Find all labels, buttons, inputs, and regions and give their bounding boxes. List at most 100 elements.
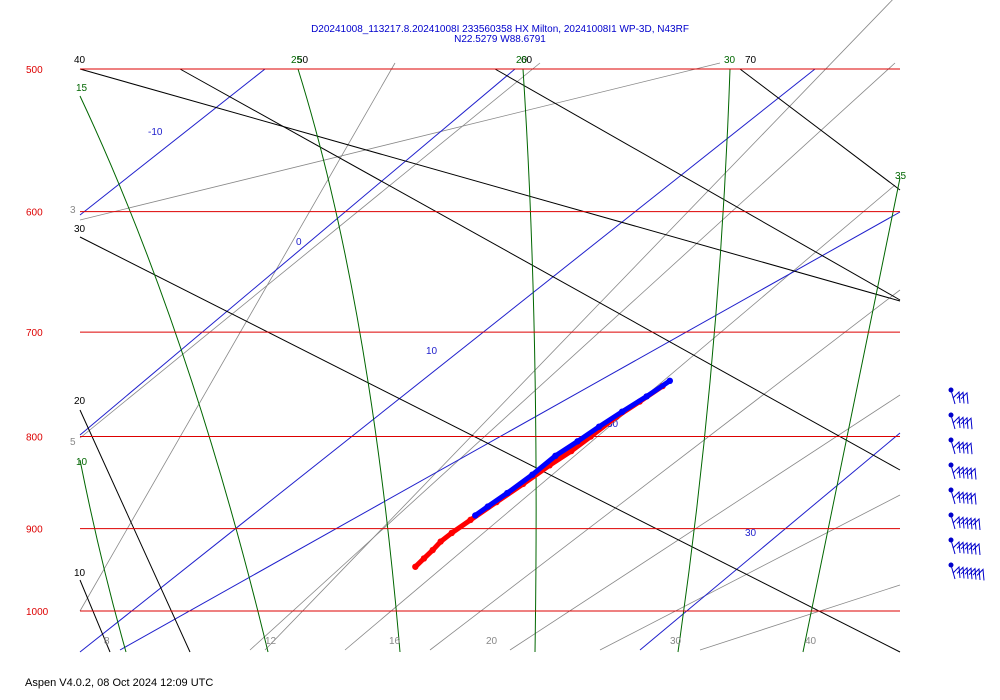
isotherm-line: [639, 432, 901, 651]
wind-barb-stroke: [960, 516, 969, 529]
chart-title: D20241008_113217.8.20241008I 233560358 H…: [311, 24, 689, 35]
temperature-point: [448, 529, 455, 537]
mixing-ratio-line: [79, 62, 396, 612]
isotherm-line: [79, 68, 516, 436]
isotherm-line: [79, 68, 266, 216]
dry-adiabat-line: [179, 68, 901, 471]
dry-adiabat-line: [739, 68, 901, 191]
mixing-ratio-line: [344, 184, 896, 651]
moist-adiabat-line: [297, 68, 401, 653]
bottom-tick-label: 40: [805, 636, 817, 647]
temperature-point: [412, 563, 419, 570]
dewpoint-point: [472, 512, 479, 519]
wind-barb-stroke: [964, 567, 973, 580]
wind-barb: [948, 512, 981, 531]
wind-barb-stroke: [950, 389, 956, 405]
mixing-ratio-line: [79, 62, 721, 221]
wind-barb-stroke: [950, 414, 956, 430]
wind-barb-stroke: [964, 417, 973, 430]
wind-barb-stroke: [972, 567, 981, 581]
moist-adiabat-line: [802, 177, 901, 653]
temperature-point: [437, 538, 444, 545]
wind-barb: [948, 412, 973, 430]
wind-barb-stroke: [950, 514, 956, 530]
temperature-line: [412, 383, 666, 570]
wind-barb-stroke: [960, 566, 969, 579]
isotherm-label: -10: [148, 127, 163, 138]
wind-barb-stroke: [950, 564, 956, 580]
isotherm-line: [119, 211, 901, 651]
wind-barb-stroke: [956, 416, 965, 429]
pressure-label: 800: [26, 433, 43, 444]
wind-barb-stroke: [952, 465, 961, 479]
moist-adiabat-label: 35: [895, 171, 907, 182]
moist-adiabat-line: [79, 95, 269, 653]
isotherm-label: 30: [745, 528, 757, 539]
wind-barb: [948, 437, 973, 455]
dry-adiabat-line: [79, 579, 111, 653]
moist-adiabat-label: 15: [76, 83, 88, 94]
footer-version-text: Aspen V4.0.2, 08 Oct 2024 12:09 UTC: [25, 677, 214, 689]
dry-adiabat-line: [79, 409, 191, 653]
dry-adiabat-line: [79, 68, 901, 302]
dewpoint-point: [595, 423, 603, 430]
dry-adiabat-label: 40: [74, 55, 86, 66]
dewpoint-point: [643, 393, 650, 400]
wind-barb-stroke: [964, 492, 973, 505]
dry-adiabat-label: 60: [521, 55, 533, 66]
wind-barb-stroke: [956, 491, 965, 504]
temperature-point: [568, 447, 575, 455]
wind-barb-stroke: [964, 542, 973, 555]
wind-barb-stroke: [952, 490, 961, 504]
wind-barb-stroke: [952, 415, 961, 429]
wind-barb: [948, 562, 985, 581]
wind-barb-stroke: [956, 516, 965, 529]
bottom-tick-label: 16: [389, 636, 401, 647]
isotherm-label: 10: [426, 346, 438, 357]
wind-barb-stroke: [952, 440, 961, 454]
mixing-ratio-line: [599, 494, 901, 651]
chart-subtitle: N22.5279 W88.6791: [454, 34, 546, 45]
wind-barb-stroke: [956, 466, 965, 479]
moist-adiabat-line: [677, 68, 731, 653]
moist-adiabat-label: 20: [516, 55, 528, 66]
mixing-ratio-line: [429, 289, 901, 651]
mixing-ratio-line: [509, 394, 901, 651]
wind-barb: [948, 537, 981, 556]
wind-barb: [948, 462, 977, 480]
temperature-point: [429, 546, 436, 554]
wind-barb-stroke: [956, 391, 965, 404]
wind-barb: [948, 487, 977, 505]
wind-barb-stroke: [952, 565, 961, 579]
wind-barb-stroke: [960, 441, 969, 454]
wind-barb-stroke: [968, 542, 977, 555]
pressure-label: 700: [26, 328, 43, 339]
mixing-ratio-label: 3: [70, 205, 76, 216]
wind-barb-stroke: [968, 517, 977, 530]
mixing-ratio-line: [79, 62, 541, 439]
dewpoint-point: [574, 438, 581, 445]
wind-barb-stroke: [950, 464, 956, 480]
wind-barb-stroke: [950, 439, 956, 455]
wind-barb-stroke: [952, 390, 961, 404]
dry-adiabat-label: 30: [74, 224, 86, 235]
moist-adiabat-label: 30: [724, 55, 736, 66]
wind-barb-stroke: [960, 466, 969, 479]
dry-adiabat-label: 70: [745, 55, 757, 66]
dewpoint-point: [618, 408, 626, 415]
pressure-label: 500: [26, 65, 43, 76]
mixing-ratio-line: [264, 0, 893, 651]
dewpoint-line: [472, 378, 673, 518]
temperature-point: [420, 555, 428, 562]
pressure-label: 1000: [26, 607, 49, 618]
dewpoint-point: [552, 452, 559, 460]
isotherm-label: 30: [607, 419, 619, 430]
dewpoint-point: [666, 377, 674, 385]
wind-barb-stroke: [960, 491, 969, 504]
dry-adiabat-line: [79, 236, 901, 653]
wind-barb-stroke: [956, 541, 965, 554]
wind-barb-stroke: [964, 442, 973, 455]
wind-barb-stroke: [956, 441, 965, 454]
bottom-tick-label: 20: [486, 636, 498, 647]
moist-adiabat-line: [79, 459, 127, 653]
